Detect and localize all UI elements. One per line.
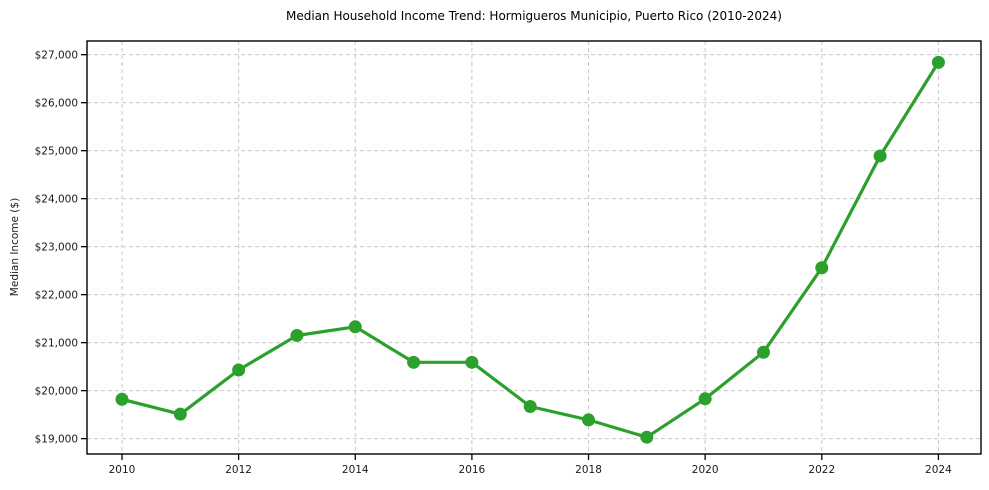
y-gridlines	[87, 54, 981, 440]
data-point-2024	[931, 55, 945, 69]
data-point-2023	[873, 149, 887, 163]
x-tick-label: 2014	[342, 464, 369, 476]
data-point-2021	[756, 345, 770, 359]
data-point-2012	[232, 363, 246, 377]
y-tick-label: $26,000	[35, 97, 78, 109]
x-gridlines	[121, 41, 939, 454]
x-tick-label: 2024	[925, 464, 952, 476]
y-tick-label: $27,000	[35, 49, 78, 61]
data-point-2020	[698, 392, 712, 406]
x-tick-label: 2012	[225, 464, 252, 476]
income-trend-line	[120, 60, 941, 439]
data-point-2022	[815, 261, 829, 275]
x-tick-label: 2022	[808, 464, 835, 476]
y-tick-label: $25,000	[35, 145, 78, 157]
x-tick-label: 2018	[575, 464, 602, 476]
chart-title: Median Household Income Trend: Hormiguer…	[285, 9, 782, 23]
data-point-2010	[115, 392, 129, 406]
plot-border	[86, 40, 982, 455]
data-points	[115, 55, 945, 444]
y-tick-label: $24,000	[35, 193, 78, 205]
y-tick-label: $22,000	[35, 289, 78, 301]
data-point-2015	[407, 355, 421, 369]
data-point-2017	[523, 399, 537, 413]
data-point-2019	[640, 430, 654, 444]
series-line	[120, 60, 941, 439]
data-point-2016	[465, 355, 479, 369]
y-tick-label: $20,000	[35, 385, 78, 397]
x-tick-label: 2010	[109, 464, 136, 476]
y-axis-ticks: $19,000 $20,000 $21,000 $22,000 $23,000 $24,0…	[35, 49, 87, 445]
data-point-2014	[348, 320, 362, 334]
data-point-2011	[173, 407, 187, 421]
y-tick-label: $19,000	[35, 433, 78, 445]
x-tick-label: 2016	[459, 464, 486, 476]
y-tick-label: $23,000	[35, 241, 78, 253]
data-point-2018	[582, 413, 596, 427]
x-tick-label: 2020	[692, 464, 719, 476]
x-axis-ticks: 2010 2012 2014 2016 2018 2020 2022 2024	[109, 454, 952, 476]
y-tick-label: $21,000	[35, 337, 78, 349]
data-point-2013	[290, 328, 304, 342]
